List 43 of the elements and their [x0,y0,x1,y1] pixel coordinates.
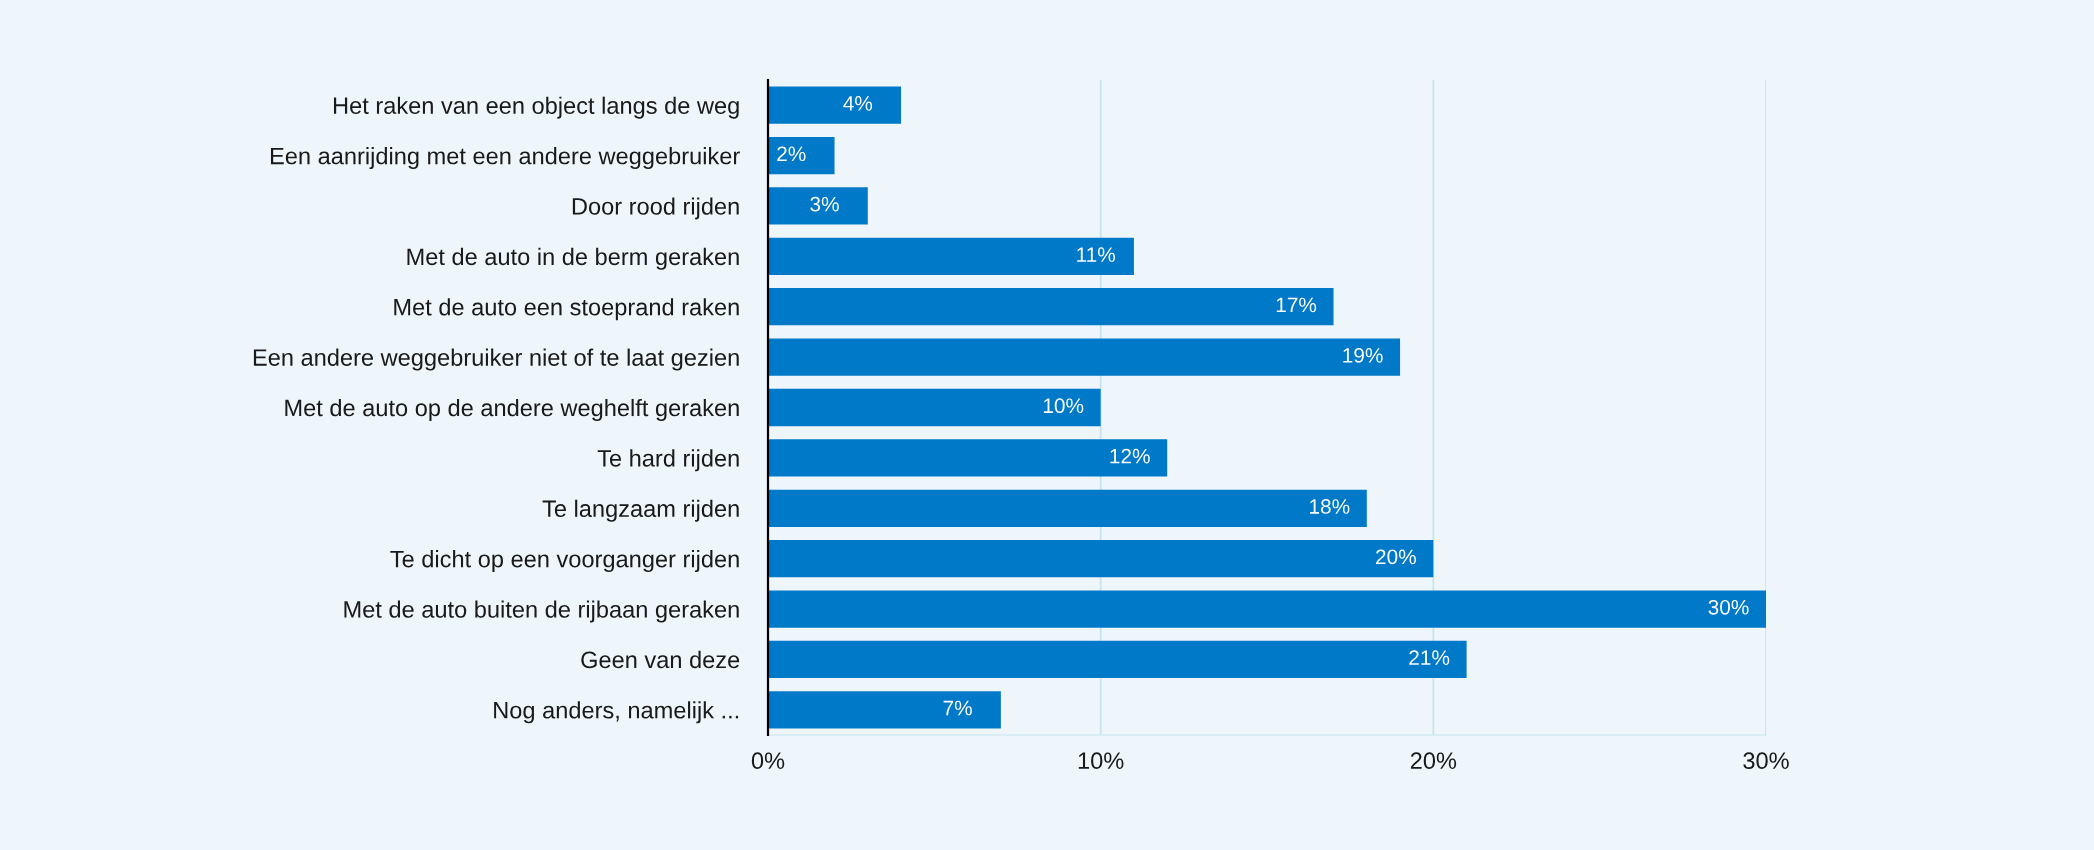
bar [768,338,1401,376]
bar [768,489,1367,527]
y-tick-label: Geen van deze [581,650,740,669]
data-label: 19% [1343,347,1383,363]
y-tick-label: Een andere weggebruiker niet of te laat gezien [253,348,739,371]
data-label: 17% [1276,297,1317,313]
x-tick-label: 20% [1410,752,1457,770]
data-label: 18% [1310,499,1350,514]
data-label: 7% [943,700,972,716]
data-label: 12% [1110,448,1150,464]
data-label: 4% [843,96,873,111]
data-label: 10% [1043,398,1084,414]
bar [768,640,1467,679]
y-tick-label: Door rood rijden [572,197,739,220]
bar [768,86,902,124]
bar [768,136,835,175]
y-tick-label: Te dicht op een voorganger rijden [390,550,739,573]
y-tick-label: Nog anders, namelijk ... [494,701,739,724]
bar [768,540,1434,578]
y-tick-label: Te hard rijden [597,449,739,472]
bar [768,590,1766,628]
data-label: 11% [1077,247,1116,262]
y-tick-label: Te langzaam rijden [542,499,739,522]
data-label: 30% [1708,599,1749,615]
bar [768,388,1101,427]
bar [768,439,1168,477]
y-tick-label: Met de auto buiten de rijbaan geraken [344,600,739,623]
bar [768,288,1334,326]
y-tick-label: Een aanrijding met een andere weggebruiker [270,147,740,170]
x-tick-label: 10% [1078,752,1124,770]
x-tick-label: 30% [1743,752,1789,770]
data-label: 20% [1376,549,1416,565]
y-tick-label: Met de auto een stoeprand raken [394,298,739,321]
bar [768,187,868,225]
data-label: 3% [810,196,839,212]
x-tick-label: 0% [751,752,785,770]
y-tick-label: Het raken van een object langs de weg [333,96,739,119]
y-tick-label: Met de auto op de andere weghelft geraken [285,398,739,421]
bar [768,237,1134,275]
data-label: 21% [1409,650,1450,665]
bar [768,691,1001,729]
y-tick-label: Met de auto in de berm geraken [407,247,739,270]
data-label: 2% [777,146,806,162]
